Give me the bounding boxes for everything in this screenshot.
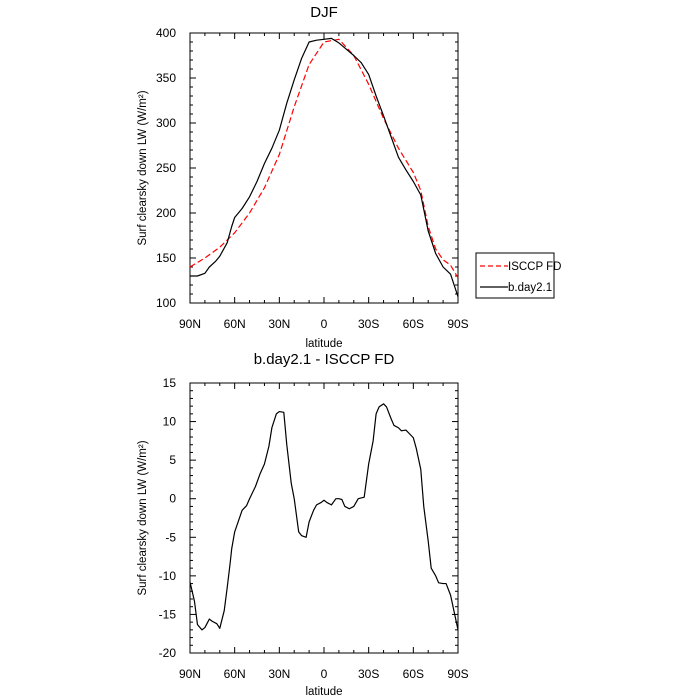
top-axis-ticks: 90N 60N 30N 0 30S 60S 90S 100 150 200 250 300 350 400 [156, 26, 469, 331]
series-line-difference [189, 403, 459, 631]
y-tick-label: 15 [163, 376, 177, 390]
x-tick-label: 30S [358, 667, 379, 681]
legend-label-bday: b.day2.1 [508, 282, 552, 294]
bottom-plot-frame [189, 382, 459, 654]
x-tick-label: 0 [321, 667, 328, 681]
x-tick-label: 0 [321, 317, 328, 331]
y-tick-label: 300 [156, 116, 176, 130]
y-tick-label: -20 [159, 646, 177, 660]
x-tick-label: 30N [268, 317, 290, 331]
bottom-series-group [189, 403, 459, 631]
top-x-axis-label: latitude [305, 338, 342, 350]
top-series-group [189, 37, 459, 297]
bottom-chart-title: b.day2.1 - ISCCP FD [254, 351, 395, 368]
x-tick-label: 90N [179, 317, 201, 331]
series-line-isccp [189, 38, 459, 279]
x-tick-label: 30S [358, 317, 379, 331]
y-tick-label: 350 [156, 71, 176, 85]
y-tick-label: 10 [163, 415, 177, 429]
y-tick-label: -10 [159, 569, 177, 583]
x-tick-label: 90S [447, 317, 468, 331]
top-plot-frame [189, 32, 459, 304]
legend-box [475, 252, 555, 299]
y-tick-label: 200 [156, 206, 176, 220]
bottom-y-axis-label: Surf clearsky down LW (W/m²) [137, 440, 149, 595]
x-tick-label: 90N [179, 667, 201, 681]
bottom-x-axis-label: latitude [305, 686, 342, 698]
x-tick-label: 60N [224, 667, 246, 681]
x-tick-label: 60S [403, 317, 424, 331]
x-tick-label: 90S [447, 667, 468, 681]
x-tick-label: 30N [268, 667, 290, 681]
bottom-panel: b.day2.1 - ISCCP FD 90N 60N 30N 0 30S 60S 90S -… [137, 351, 469, 698]
top-panel: DJF 90N 60N 30N 0 30S 60S 90S 100 150 200 250 300 35… [137, 4, 561, 350]
y-tick-label: 5 [169, 453, 176, 467]
y-tick-label: 0 [169, 492, 176, 506]
top-y-axis-label: Surf clearsky down LW (W/m²) [137, 90, 149, 245]
legend-label-isccp: ISCCP FD [508, 261, 561, 273]
series-line-bday [190, 37, 459, 297]
x-tick-label: 60S [403, 667, 424, 681]
legend: ISCCP FD b.day2.1 [475, 252, 561, 299]
y-tick-label: 150 [156, 251, 176, 265]
bottom-axis-ticks: 90N 60N 30N 0 30S 60S 90S -20 -15 -10 -5 0 5 10 15 [159, 376, 469, 681]
top-chart-title: DJF [310, 4, 338, 21]
y-tick-label: -5 [165, 530, 176, 544]
y-tick-label: 400 [156, 26, 176, 40]
y-tick-label: 250 [156, 161, 176, 175]
x-tick-label: 60N [224, 317, 246, 331]
y-tick-label: 100 [156, 296, 176, 310]
y-tick-label: -15 [159, 607, 177, 621]
